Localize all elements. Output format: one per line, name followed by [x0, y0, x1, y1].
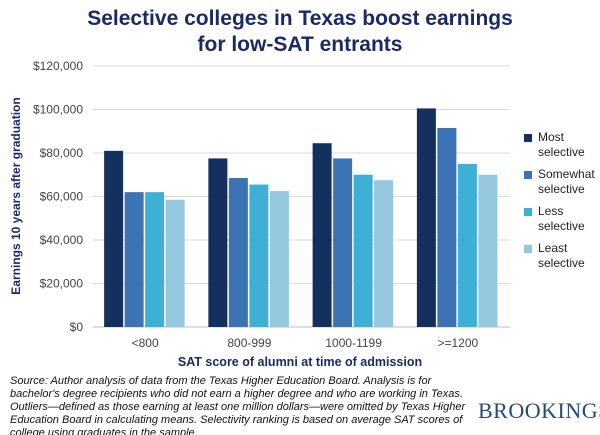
bar: [353, 174, 373, 327]
y-tick-label: $120,000: [33, 59, 83, 73]
bar: [312, 143, 332, 327]
y-tick-label: $0: [70, 320, 84, 334]
y-tick-label: $20,000: [40, 277, 84, 291]
legend-swatch: [524, 208, 532, 216]
y-tick-label: $100,000: [33, 103, 83, 117]
bar: [374, 180, 394, 327]
legend-swatch: [524, 245, 532, 253]
y-axis-label: Earnings 10 years after graduation: [9, 97, 23, 294]
legend-label: Somewhat selective: [538, 167, 595, 196]
bar: [145, 192, 165, 327]
legend: Most selective Somewhat selective Less sel…: [524, 130, 595, 278]
y-tick-label: $60,000: [40, 190, 84, 204]
bar: [228, 178, 248, 327]
x-tick-label: <800: [132, 336, 159, 350]
bar: [208, 158, 228, 327]
legend-item: Somewhat selective: [524, 167, 595, 197]
legend-label: Most selective: [538, 130, 585, 159]
bar: [249, 184, 269, 327]
y-tick-label: $40,000: [40, 233, 84, 247]
legend-item: Less selective: [524, 204, 594, 234]
legend-swatch: [524, 171, 532, 179]
bar: [269, 191, 289, 327]
bar: [416, 108, 436, 327]
bar: [333, 158, 353, 327]
logo: BROOKINGS: [478, 398, 600, 423]
bar: [165, 199, 185, 327]
x-tick-label: 800-999: [227, 336, 271, 350]
bar: [437, 127, 457, 327]
x-axis-label: SAT score of alumni at time of admission: [178, 355, 422, 369]
legend-label: Less selective: [538, 204, 585, 233]
bar: [478, 174, 498, 327]
y-tick-label: $80,000: [40, 146, 84, 160]
source-note: Source: Author analysis of data from the…: [10, 375, 466, 435]
x-tick-label: >=1200: [438, 336, 479, 350]
bar: [104, 150, 124, 327]
legend-item: Least selective: [524, 241, 594, 271]
legend-swatch: [524, 134, 532, 142]
bar: [124, 192, 144, 327]
x-tick-label: 1000-1199: [325, 336, 382, 350]
legend-item: Most selective: [524, 130, 594, 160]
chart-title: Selective colleges in Texas boost earnin…: [87, 7, 513, 56]
bar: [457, 163, 477, 327]
legend-label: Least selective: [538, 241, 585, 270]
